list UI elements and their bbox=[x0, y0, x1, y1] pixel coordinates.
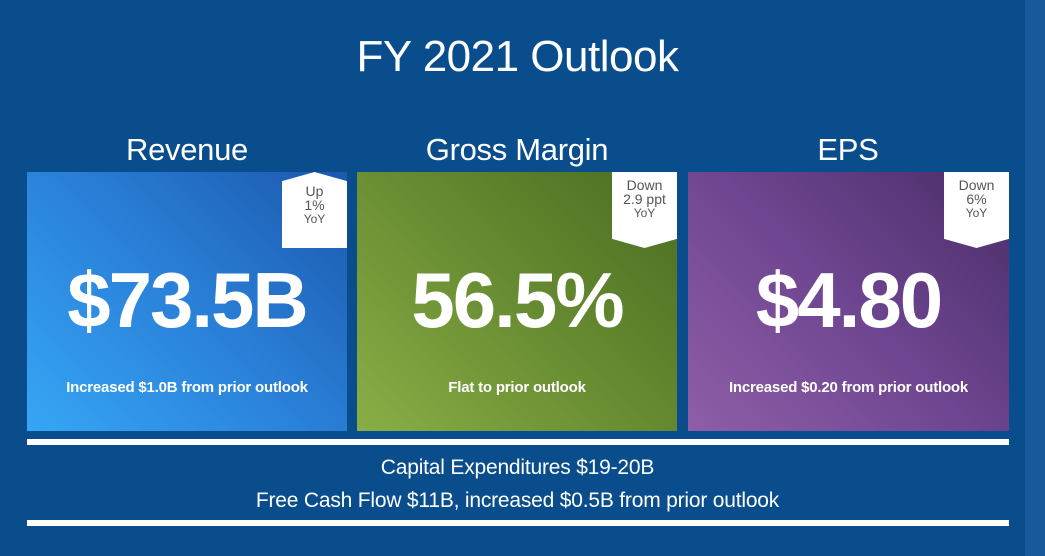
badge-period: YoY bbox=[633, 206, 656, 220]
eps-yoy-badge: Down 6% YoY bbox=[944, 172, 1009, 248]
divider-top bbox=[27, 439, 1009, 445]
gross-margin-note: Flat to prior outlook bbox=[448, 379, 586, 396]
revenue-heading: Revenue bbox=[126, 132, 248, 167]
gross-margin-value: 56.5% bbox=[411, 256, 624, 344]
edge-strip bbox=[1025, 0, 1045, 556]
slide-title: FY 2021 Outlook bbox=[356, 32, 679, 81]
badge-change: 2.9 ppt bbox=[623, 191, 666, 207]
badge-period: YoY bbox=[303, 212, 326, 226]
badge-change: 6% bbox=[966, 191, 987, 207]
eps-card: Down 6% YoY $4.80 Increased $0.20 from p… bbox=[688, 172, 1009, 431]
revenue-value: $73.5B bbox=[67, 256, 309, 344]
gross-margin-yoy-badge: Down 2.9 ppt YoY bbox=[612, 172, 677, 248]
revenue-card: Up 1% YoY $73.5B Increased $1.0B from pr… bbox=[27, 172, 347, 431]
badge-direction: Up bbox=[305, 183, 324, 199]
badge-direction: Down bbox=[626, 177, 663, 193]
free-cash-flow-line: Free Cash Flow $11B, increased $0.5B fro… bbox=[255, 489, 780, 512]
gross-margin-card: Down 2.9 ppt YoY 56.5% Flat to prior out… bbox=[357, 172, 677, 431]
eps-value: $4.80 bbox=[755, 256, 943, 344]
badge-direction: Down bbox=[958, 177, 995, 193]
revenue-yoy-badge: Up 1% YoY bbox=[282, 172, 347, 248]
eps-note: Increased $0.20 from prior outlook bbox=[728, 379, 969, 396]
gross-margin-heading: Gross Margin bbox=[425, 132, 609, 167]
divider-bottom bbox=[27, 520, 1009, 526]
eps-heading: EPS bbox=[817, 132, 879, 167]
badge-change: 1% bbox=[304, 197, 325, 213]
capex-line: Capital Expenditures $19-20B bbox=[380, 456, 655, 479]
badge-period: YoY bbox=[965, 206, 988, 220]
revenue-note: Increased $1.0B from prior outlook bbox=[66, 379, 308, 396]
